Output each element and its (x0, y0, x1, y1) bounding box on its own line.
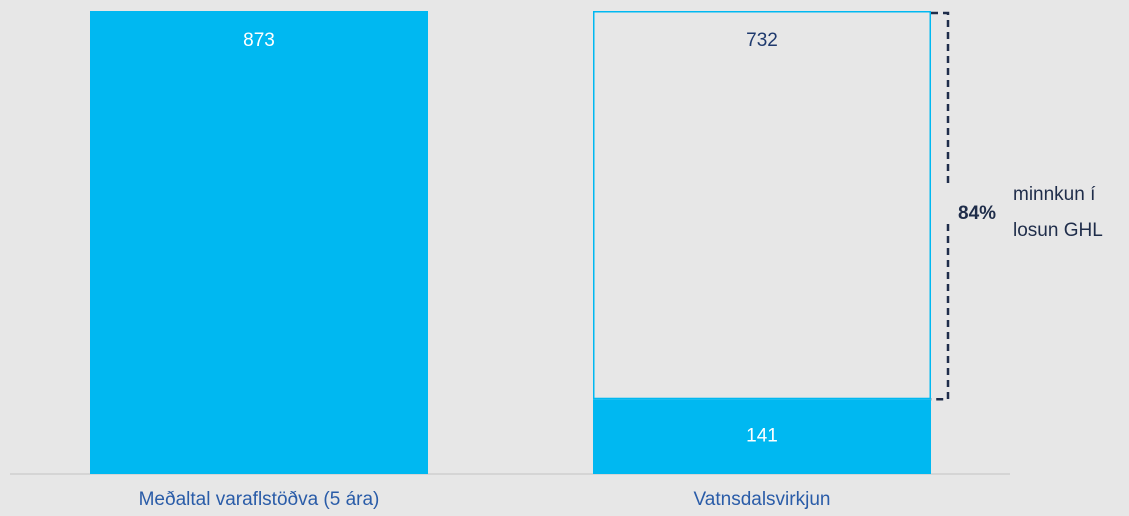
annotation-value: 84% (958, 203, 996, 224)
annotation-text: losun GHL (1013, 220, 1103, 241)
value-label: 141 (746, 426, 778, 447)
bracket-gap (940, 187, 956, 222)
bar-outline (593, 11, 931, 400)
value-label: 873 (243, 30, 275, 51)
annotation-text: minnkun í (1013, 184, 1096, 205)
bar (90, 11, 428, 474)
bar (593, 399, 931, 474)
value-label: 732 (746, 30, 778, 51)
category-label: Vatnsdalsvirkjun (694, 489, 831, 510)
category-label: Meðaltal varaflstöðva (5 ára) (139, 489, 380, 510)
